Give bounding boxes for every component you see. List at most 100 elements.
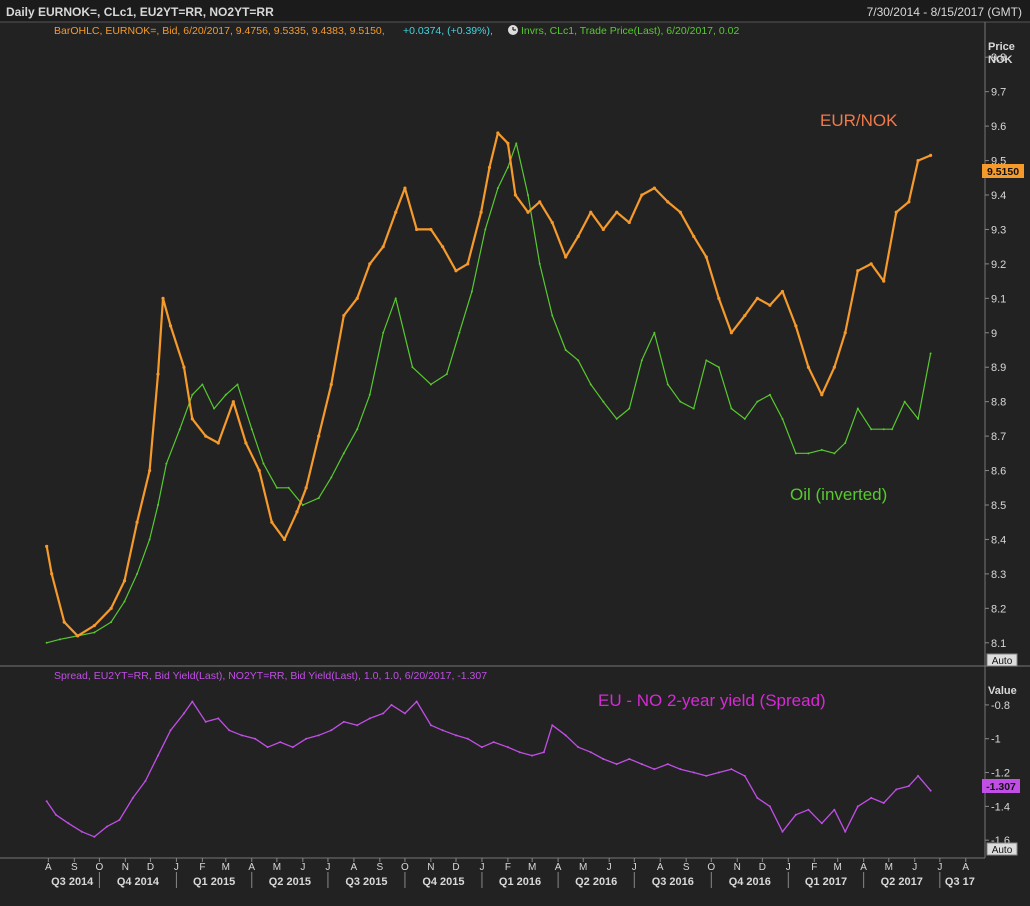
header-bar xyxy=(0,0,1030,22)
spread-point xyxy=(67,822,70,825)
month-tick-label: O xyxy=(401,862,409,873)
oil-point xyxy=(93,631,96,634)
value-axis-ticks: -0.8-1-1.2-1.4-1.6 xyxy=(985,700,1010,847)
month-tick-label: J xyxy=(325,862,330,873)
eurnok-point xyxy=(755,296,759,300)
spread-point xyxy=(118,818,121,821)
oil-point xyxy=(679,400,682,403)
spread-point xyxy=(266,746,269,749)
spread-point xyxy=(454,734,457,737)
eurnok-point xyxy=(704,255,708,259)
spread-point xyxy=(506,746,509,749)
spread-point xyxy=(882,801,885,804)
month-tick-label: J xyxy=(607,862,612,873)
eurnok-point xyxy=(244,441,248,445)
price-tick-label: 9 xyxy=(991,328,997,340)
spread-point xyxy=(833,808,836,811)
quarter-label: Q1 2015 xyxy=(193,876,235,888)
month-tick-label: J xyxy=(632,862,637,873)
eurnok-point xyxy=(806,365,811,369)
spread-series xyxy=(45,700,932,838)
eurnok-point xyxy=(270,520,274,524)
oil-point xyxy=(743,417,746,420)
spread-point xyxy=(480,746,483,749)
spread-last-value-badge xyxy=(982,779,1020,793)
eurnok-point xyxy=(894,210,898,214)
month-tick-label: A xyxy=(657,862,664,873)
oil-point xyxy=(717,366,720,369)
price-axis-unit: NOK xyxy=(988,54,1013,66)
eurnok-point xyxy=(204,434,208,438)
spread-point xyxy=(204,720,207,723)
eurnok-point xyxy=(601,227,605,232)
price-tick-label: 8.9 xyxy=(991,362,1006,374)
lower-auto-label: Auto xyxy=(992,845,1013,856)
month-tick-label: F xyxy=(199,862,205,873)
oil-point xyxy=(538,262,541,265)
lower-auto-button[interactable] xyxy=(986,842,1018,856)
eurnok-point xyxy=(916,158,920,163)
oil-point xyxy=(148,538,151,541)
quarter-label: Q3 2016 xyxy=(652,876,694,888)
price-tick-label: 8.6 xyxy=(991,466,1006,478)
oil-point xyxy=(564,349,567,351)
spread-point xyxy=(929,789,932,792)
chart-title: Daily EURNOK=, CLc1, EU2YT=RR, NO2YT=RR xyxy=(6,5,274,19)
eurnok-series-line xyxy=(45,131,932,638)
month-tick-label: A xyxy=(248,862,255,873)
spread-point xyxy=(105,825,108,828)
oil-point xyxy=(262,462,265,465)
spread-point xyxy=(279,741,282,744)
month-tick-label: J xyxy=(937,862,942,873)
eurnok-point xyxy=(122,579,127,583)
spread-point xyxy=(628,758,631,761)
oil-point xyxy=(882,428,885,431)
oil-point xyxy=(692,407,695,410)
eurnok-point xyxy=(627,220,631,225)
oil-point xyxy=(856,407,859,410)
spread-series-line xyxy=(46,700,932,838)
quarter-label: Q4 2015 xyxy=(422,876,464,888)
spread-point xyxy=(917,774,920,777)
price-axis-title: Price xyxy=(988,41,1015,53)
eurnok-point xyxy=(869,262,873,266)
quarter-label: Q2 2017 xyxy=(881,876,923,888)
eurnok-point xyxy=(355,296,359,300)
spread-point xyxy=(856,805,859,808)
upper-auto-button[interactable] xyxy=(986,653,1018,667)
eurnok-point xyxy=(640,193,644,197)
price-tick-label: 8.8 xyxy=(991,397,1006,409)
month-tick-label: J xyxy=(479,862,484,873)
spread-point xyxy=(895,788,898,791)
eurnok-point xyxy=(678,210,682,214)
spread-point xyxy=(305,737,308,740)
eurnok-point xyxy=(538,200,542,204)
oil-point xyxy=(756,400,759,403)
oil-point xyxy=(250,428,253,431)
eurnok-point xyxy=(168,324,173,328)
spread-point xyxy=(542,751,545,754)
oil-point xyxy=(589,383,592,386)
oil-point xyxy=(275,486,278,489)
month-tick-label: A xyxy=(45,862,52,873)
oil-point xyxy=(213,407,216,410)
month-tick-label: M xyxy=(579,862,587,873)
price-tick-label: 9.6 xyxy=(991,121,1006,133)
eurnok-point xyxy=(506,141,510,145)
price-tick-label: 9.1 xyxy=(991,293,1006,305)
eurnok-change-legend: +0.0374, (+0.39%), xyxy=(403,25,493,37)
eurnok-point xyxy=(564,255,568,259)
spread-point xyxy=(291,746,294,749)
eurnok-point xyxy=(317,434,321,438)
spread-point xyxy=(441,729,444,732)
eurnok-point xyxy=(45,544,49,548)
oil-point xyxy=(394,297,397,300)
eurnok-point xyxy=(929,153,933,157)
spread-point xyxy=(756,796,759,799)
month-tick-label: J xyxy=(174,862,179,873)
price-tick-label: 8.5 xyxy=(991,500,1006,512)
spread-point xyxy=(191,700,194,703)
oil-point xyxy=(301,504,304,506)
eurnok-point xyxy=(479,210,483,214)
oil-point xyxy=(201,383,204,386)
